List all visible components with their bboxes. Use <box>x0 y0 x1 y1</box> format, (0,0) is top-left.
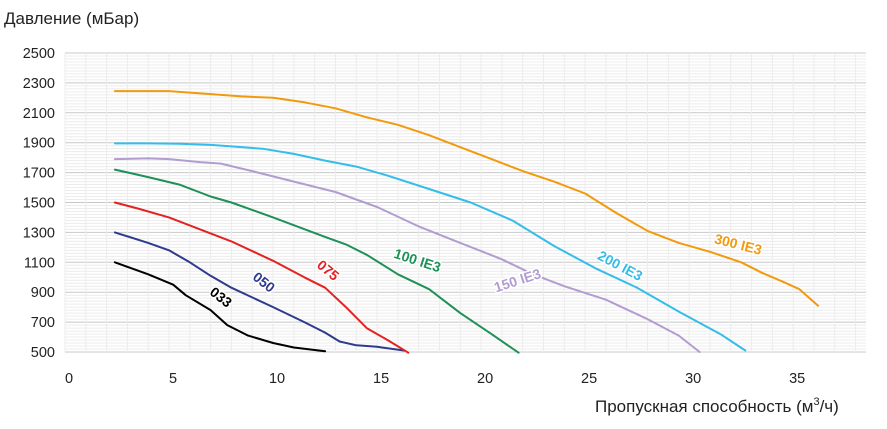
x-axis-title-tail: /ч) <box>820 397 839 416</box>
x-tick-label: 35 <box>789 371 805 387</box>
y-tick-label: 2300 <box>23 76 55 92</box>
series-line <box>113 157 701 353</box>
series-label: 150 IE3 <box>492 265 543 295</box>
series-line <box>113 142 747 352</box>
x-axis-ticks: 0 5 10 15 20 25 30 35 <box>65 371 805 387</box>
y-tick-label: 700 <box>31 315 55 331</box>
series-lines <box>113 90 820 354</box>
x-axis-title: Пропускная способность (м3/ч) <box>595 396 839 416</box>
series-label: 050 <box>250 269 278 296</box>
y-tick-label: 2500 <box>23 46 55 62</box>
y-tick-label: 1700 <box>23 166 55 182</box>
series-line <box>113 90 820 307</box>
x-tick-label: 5 <box>169 371 177 387</box>
x-tick-label: 20 <box>477 371 493 387</box>
x-axis-title-main: Пропускная способность (м <box>595 397 813 416</box>
x-tick-label: 30 <box>685 371 701 387</box>
series-line <box>113 168 520 354</box>
x-axis-title-superscript: 3 <box>813 396 819 408</box>
y-tick-label: 900 <box>31 285 55 301</box>
x-tick-label: 10 <box>269 371 285 387</box>
x-tick-label: 0 <box>65 371 73 387</box>
y-tick-label: 1500 <box>23 196 55 212</box>
series-line <box>113 201 410 354</box>
y-axis-ticks: 500 700 900 1100 1300 1500 1700 1900 2100 2300 250… <box>23 46 55 361</box>
series-line <box>113 231 406 352</box>
x-tick-label: 25 <box>581 371 597 387</box>
y-tick-label: 1100 <box>24 255 55 271</box>
y-tick-label: 1900 <box>23 136 55 152</box>
x-tick-label: 15 <box>373 371 389 387</box>
y-tick-label: 500 <box>31 345 55 361</box>
series-line <box>113 261 327 353</box>
y-tick-label: 1300 <box>23 225 55 241</box>
grid <box>64 52 866 353</box>
y-tick-label: 2100 <box>23 106 55 122</box>
y-axis-title: Давление (мБар) <box>4 9 139 28</box>
